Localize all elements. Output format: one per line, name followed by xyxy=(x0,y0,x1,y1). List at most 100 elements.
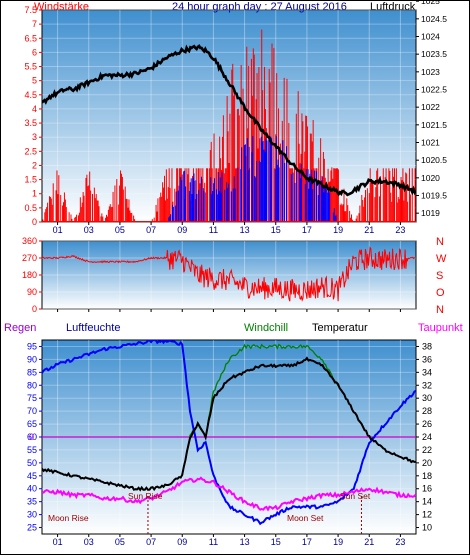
pressure-y-tick-label: 1024.5 xyxy=(421,14,447,24)
humidity-y-tick-label: 75 xyxy=(27,393,37,403)
pressure-y-tick-label: 1023 xyxy=(421,67,440,77)
temperature-y-tick-label: 28 xyxy=(422,406,432,416)
direction-line xyxy=(42,246,416,302)
x-tick-label: 23 xyxy=(395,537,405,547)
pressure-axis-title: Luftdruck xyxy=(370,1,416,13)
wind-y-tick-label: 7.5 xyxy=(24,5,37,15)
temperature-y-tick-label: 20 xyxy=(422,458,432,468)
x-tick-label: 21 xyxy=(364,225,374,235)
wind-y-tick-label: 5.5 xyxy=(24,62,37,72)
moonrise-label: Moon Rise xyxy=(48,513,89,523)
regen-label: Regen xyxy=(4,322,36,334)
x-tick-label: 09 xyxy=(177,225,187,235)
humidity-y-tick-label: 95 xyxy=(27,341,37,351)
x-tick-label: 03 xyxy=(84,225,94,235)
x-tick-label: 15 xyxy=(271,225,281,235)
x-tick-label: 07 xyxy=(146,537,156,547)
temperature-y-tick-label: 26 xyxy=(422,419,432,429)
wind-y-tick-label: 2.5 xyxy=(24,146,37,156)
x-tick-label: 11 xyxy=(209,225,218,235)
wind-y-tick-label: 5 xyxy=(32,76,37,86)
temperature-y-tick-label: 22 xyxy=(422,445,432,455)
direction-y-tick-label: 180 xyxy=(22,270,37,280)
humidity-label: Luftfeuchte xyxy=(66,322,120,334)
x-tick-label: 03 xyxy=(84,537,94,547)
wind-y-tick-label: 3 xyxy=(32,132,37,142)
x-tick-label: 19 xyxy=(333,537,343,547)
temperature-y-tick-label: 38 xyxy=(422,341,432,351)
humidity-y-tick-label: 65 xyxy=(27,419,37,429)
direction-y-tick-label: 360 xyxy=(22,236,37,246)
pressure-y-tick-label: 1021.5 xyxy=(421,120,447,130)
compass-letter: W xyxy=(436,253,447,265)
sunrise-label: Sun Rise xyxy=(128,491,163,501)
temperature-y-tick-label: 12 xyxy=(422,510,432,520)
wind-axis-title: Windstärke xyxy=(34,1,89,13)
wind-y-tick-label: 1 xyxy=(32,189,37,199)
pressure-y-tick-label: 1019.5 xyxy=(421,191,447,201)
humidity-y-tick-label: 40 xyxy=(27,484,37,494)
sunset-label: Sun Set xyxy=(340,491,371,501)
pressure-y-tick-label: 1022.5 xyxy=(421,85,447,95)
x-tick-label: 21 xyxy=(364,537,374,547)
wind-y-tick-label: 6.5 xyxy=(24,33,37,43)
dewpoint-line xyxy=(42,476,416,512)
direction-y-tick-label: 0 xyxy=(32,304,37,314)
compass-letter: N xyxy=(436,236,444,248)
temperature-y-tick-label: 24 xyxy=(422,432,432,442)
temperature-y-tick-label: 30 xyxy=(422,393,432,403)
wind-y-tick-label: 1.5 xyxy=(24,175,37,185)
temperature-label: Temperatur xyxy=(312,322,368,334)
x-tick-label: 01 xyxy=(53,537,63,547)
humidity-y-tick-label: 35 xyxy=(27,497,37,507)
compass-letter: S xyxy=(436,270,443,282)
wind-y-tick-label: 0 xyxy=(32,217,37,227)
x-tick-label: 01 xyxy=(53,225,63,235)
wind-y-tick-label: 3.5 xyxy=(24,118,37,128)
humidity-y-tick-label: 50 xyxy=(27,458,37,468)
pressure-y-tick-label: 1019 xyxy=(421,208,440,218)
temperature-y-tick-label: 32 xyxy=(422,380,432,390)
temperature-y-tick-label: 14 xyxy=(422,497,432,507)
compass-letter: O xyxy=(436,287,445,299)
x-tick-label: 19 xyxy=(333,225,343,235)
pressure-y-tick-label: 1020 xyxy=(421,173,440,183)
rain-zero-label: 0 xyxy=(29,432,34,442)
x-tick-label: 05 xyxy=(115,225,125,235)
humidity-y-tick-label: 80 xyxy=(27,380,37,390)
chart-title: 24 hour graph day : 27 August 2016 xyxy=(172,1,347,13)
humidity-y-tick-label: 60 xyxy=(27,432,37,442)
pressure-y-tick-label: 1024 xyxy=(421,32,440,42)
x-tick-label: 15 xyxy=(271,537,281,547)
dewpoint-label: Taupunkt xyxy=(418,322,463,334)
temperature-line xyxy=(42,356,416,492)
temperature-y-tick-label: 34 xyxy=(422,367,432,377)
x-tick-label: 07 xyxy=(146,225,156,235)
humidity-line xyxy=(42,340,416,526)
x-tick-label: 17 xyxy=(302,225,312,235)
humidity-y-tick-label: 30 xyxy=(27,510,37,520)
pressure-line xyxy=(42,44,416,197)
compass-letter: N xyxy=(436,304,444,316)
temperature-y-tick-label: 10 xyxy=(422,523,432,533)
wind-y-tick-label: 2 xyxy=(32,160,37,170)
x-tick-label: 23 xyxy=(395,225,405,235)
x-tick-label: 17 xyxy=(302,537,312,547)
x-tick-label: 05 xyxy=(115,537,125,547)
data-layer xyxy=(42,29,416,534)
pressure-y-tick-label: 1023.5 xyxy=(421,49,447,59)
pressure-y-tick-label: 1025 xyxy=(421,0,440,6)
pressure-y-tick-label: 1020.5 xyxy=(421,155,447,165)
x-tick-label: 09 xyxy=(177,537,187,547)
humidity-y-tick-label: 90 xyxy=(27,354,37,364)
humidity-y-tick-label: 55 xyxy=(27,445,37,455)
wind-y-tick-label: 7 xyxy=(32,19,37,29)
x-tick-label: 13 xyxy=(240,225,250,235)
x-tick-label: 11 xyxy=(209,537,218,547)
temperature-y-tick-label: 18 xyxy=(422,471,432,481)
x-tick-label: 13 xyxy=(240,537,250,547)
direction-plot-area xyxy=(41,240,417,310)
wind-y-tick-label: 0.5 xyxy=(24,203,37,213)
